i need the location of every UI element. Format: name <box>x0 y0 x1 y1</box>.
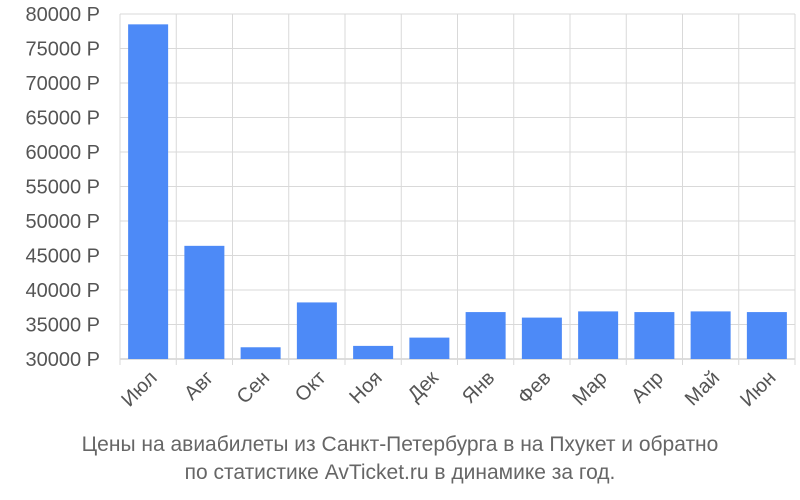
y-tick-label: 40000 Р <box>25 280 100 302</box>
y-tick-label: 80000 Р <box>25 4 100 26</box>
x-tick-label: Янв <box>458 367 499 408</box>
y-tick-label: 60000 Р <box>25 142 100 164</box>
x-tick-label: Дек <box>404 367 443 406</box>
bar <box>634 312 675 359</box>
bars <box>128 24 787 359</box>
bar <box>409 337 450 359</box>
y-tick-label: 50000 Р <box>25 211 100 233</box>
y-tick-label: 45000 Р <box>25 246 100 268</box>
y-tick-label: 55000 Р <box>25 177 100 199</box>
grid <box>119 13 796 365</box>
bar <box>128 24 169 359</box>
y-tick-label: 70000 Р <box>25 73 100 95</box>
x-tick-label: Окт <box>291 367 330 406</box>
bar <box>240 347 281 359</box>
x-tick-label: Фев <box>514 367 556 409</box>
y-axis-ticks: 30000 Р 35000 Р 40000 Р 45000 Р 50000 Р 55000… <box>25 4 100 371</box>
y-tick-label: 30000 Р <box>25 349 100 371</box>
chart-caption-line-1: Цены на авиабилеты из Санкт-Петербурга в… <box>81 433 719 456</box>
bar <box>353 345 394 359</box>
price-bar-chart: 30000 Р 35000 Р 40000 Р 45000 Р 50000 Р 55000… <box>25 4 796 411</box>
bar <box>184 245 225 359</box>
x-tick-label: Май <box>681 367 724 410</box>
bar <box>578 311 619 359</box>
bar <box>465 312 506 359</box>
x-tick-label: Июл <box>117 367 161 411</box>
x-tick-label: Ноя <box>345 367 386 408</box>
bar <box>521 317 562 359</box>
x-axis-ticks: Июл Авг Сен Окт Ноя Дек Янв Фев Мар Апр Май Июн <box>117 367 780 411</box>
y-tick-label: 65000 Р <box>25 108 100 130</box>
x-tick-label: Мар <box>568 367 611 410</box>
x-tick-label: Авг <box>180 367 218 405</box>
chart-caption-line-2: по статистике AvTicket.ru в динамике за … <box>184 461 616 484</box>
y-tick-label: 35000 Р <box>25 315 100 337</box>
bar <box>296 302 337 359</box>
x-tick-label: Июн <box>736 367 780 411</box>
bar <box>690 311 731 359</box>
x-tick-label: Сен <box>233 367 274 408</box>
x-tick-label: Апр <box>627 367 668 408</box>
y-tick-label: 75000 Р <box>25 39 100 61</box>
bar <box>746 312 787 359</box>
